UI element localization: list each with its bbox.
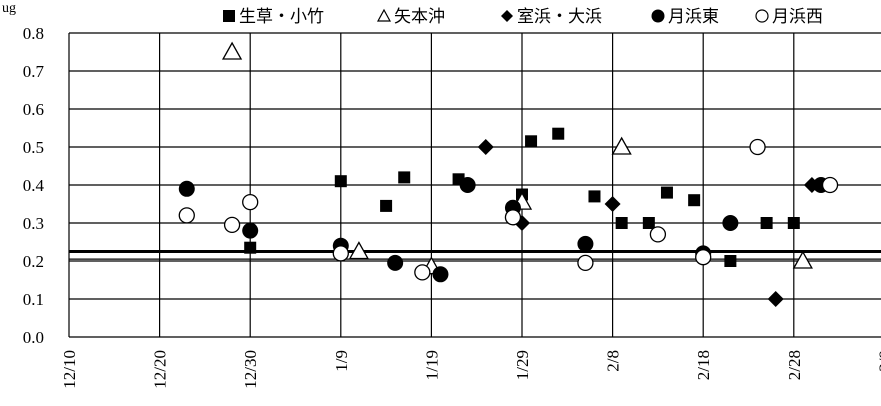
legend-label: 月浜西	[772, 7, 823, 27]
y-tick-label: 0.4	[23, 176, 45, 195]
data-point	[767, 291, 784, 307]
legend-marker	[376, 8, 392, 22]
data-point	[221, 41, 243, 60]
data-point	[722, 215, 739, 231]
data-point	[414, 264, 431, 281]
data-point	[387, 254, 404, 271]
y-tick-label: 0.1	[23, 290, 44, 309]
y-tick-label: 0.6	[23, 100, 44, 119]
data-point	[577, 235, 594, 252]
data-point	[504, 209, 522, 226]
data-point	[611, 136, 632, 155]
x-tick-label: 12/30	[241, 350, 260, 389]
x-tick-label: 1/19	[422, 350, 441, 380]
data-point	[649, 226, 667, 243]
data-point	[244, 241, 257, 254]
legend: 生草・小竹 矢本沖 室浜・大浜 月浜東 月浜西	[223, 7, 823, 27]
x-tick-label: 2/18	[694, 350, 713, 380]
data-point	[525, 135, 538, 148]
data-point	[749, 138, 766, 156]
data-point	[821, 176, 839, 194]
legend-label: 生草・小竹	[239, 7, 324, 27]
unit-label: ug	[2, 1, 16, 16]
y-tick-label: 0.2	[23, 252, 44, 271]
data-point	[660, 186, 673, 199]
data-point	[792, 250, 813, 269]
legend-label: 月浜東	[668, 7, 719, 27]
data-point	[334, 175, 347, 188]
data-point	[760, 217, 773, 229]
data-points	[178, 41, 839, 307]
data-point	[688, 194, 701, 207]
data-point	[724, 255, 737, 267]
legend-marker	[501, 10, 513, 22]
x-axis-ticks: 12/10 12/20 12/30 1/9 1/19 1/29 2/8 2/18 2/28 3/9	[60, 350, 881, 389]
legend-marker	[651, 9, 665, 23]
legend-label: 矢本沖	[394, 7, 445, 27]
legend-marker	[755, 9, 769, 23]
data-point	[552, 127, 565, 140]
reference-lines	[69, 250, 881, 260]
data-point	[332, 245, 349, 262]
x-tick-label: 3/9	[875, 350, 881, 372]
legend-label: 室浜・大浜	[517, 7, 602, 27]
data-point	[642, 217, 655, 229]
y-axis-ticks: 0.8 0.7 0.6 0.5 0.4 0.3 0.2 0.1 0.0	[23, 24, 45, 347]
data-point	[348, 241, 370, 260]
data-point	[477, 139, 494, 155]
data-point	[242, 193, 259, 211]
data-point	[223, 216, 241, 234]
data-point	[787, 217, 800, 229]
data-point	[577, 254, 594, 272]
x-tick-label: 1/29	[513, 350, 532, 380]
data-point	[432, 266, 449, 283]
x-tick-label: 2/8	[604, 350, 623, 372]
y-tick-label: 0.7	[23, 62, 45, 81]
x-tick-label: 12/20	[151, 350, 170, 389]
data-point	[398, 171, 411, 184]
x-tick-label: 2/28	[785, 350, 804, 380]
data-point	[178, 180, 195, 197]
data-point	[604, 196, 621, 212]
data-point	[380, 199, 393, 212]
y-tick-label: 0.5	[23, 138, 44, 157]
y-tick-label: 0.0	[23, 328, 44, 347]
data-point	[242, 222, 259, 239]
data-point	[615, 217, 628, 229]
x-tick-label: 12/10	[60, 350, 79, 389]
data-point	[178, 207, 195, 224]
data-point	[588, 190, 601, 203]
data-point	[459, 177, 476, 193]
x-tick-label: 1/9	[332, 350, 351, 372]
legend-marker	[223, 10, 235, 22]
y-tick-label: 0.8	[23, 24, 44, 43]
data-point	[695, 249, 712, 266]
y-tick-label: 0.3	[23, 214, 44, 233]
